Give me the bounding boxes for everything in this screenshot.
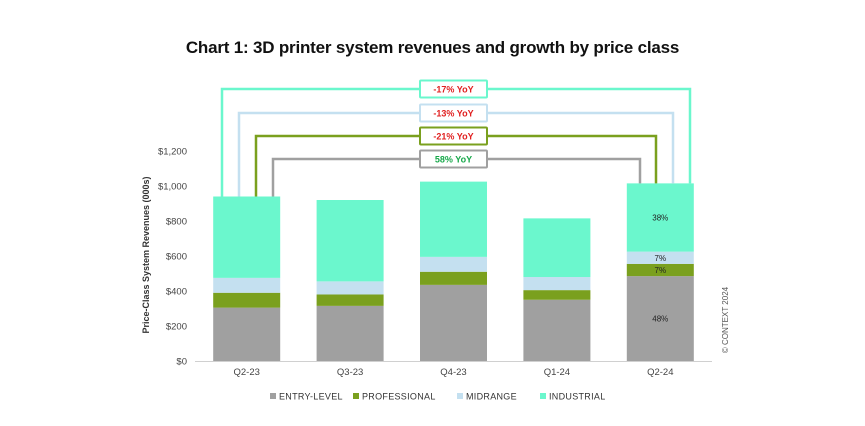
copyright-notice: © CONTEXT 2024 bbox=[721, 286, 730, 353]
bar-segment-industrial bbox=[213, 196, 281, 278]
x-tick-label: Q3-23 bbox=[337, 367, 363, 378]
y-tick-label: $1,000 bbox=[158, 182, 187, 193]
legend-label: ENTRY-LEVEL bbox=[279, 392, 343, 402]
bar-segment-professional bbox=[316, 294, 384, 306]
segment-label: 7% bbox=[655, 254, 667, 263]
yoy-box bbox=[419, 103, 488, 123]
x-tick-label: Q2-24 bbox=[647, 367, 673, 378]
bar-segment-industrial bbox=[420, 181, 487, 257]
y-tick-label: $800 bbox=[166, 217, 187, 228]
bar-segment-professional bbox=[213, 292, 281, 308]
bar-segment-industrial bbox=[626, 183, 694, 252]
legend-swatch bbox=[270, 393, 276, 399]
y-tick-label: $400 bbox=[166, 287, 187, 298]
bar-segment-professional bbox=[420, 271, 487, 285]
y-tick-label: $1,200 bbox=[158, 147, 187, 158]
x-tick-label: Q2-23 bbox=[233, 367, 259, 378]
yoy-box bbox=[419, 126, 488, 146]
x-tick-label: Q4-23 bbox=[440, 367, 466, 378]
yoy-label: 58% YoY bbox=[435, 155, 472, 165]
chart-title: Chart 1: 3D printer system revenues and … bbox=[185, 38, 680, 57]
legend-label: MIDRANGE bbox=[466, 392, 517, 402]
y-axis-label: Price-Class System Revenues (000s) bbox=[141, 176, 151, 333]
bar-segment-entry-level bbox=[213, 307, 281, 361]
yoy-label: -17% YoY bbox=[433, 85, 473, 95]
yoy-annotations: -17% YoY -13% YoY -21% YoY 58% YoY bbox=[220, 79, 692, 197]
y-axis: $0 $200 $400 $600 $800 $1,000 $1,200 bbox=[158, 147, 187, 368]
bar-segment-professional bbox=[626, 263, 694, 277]
legend: ENTRY-LEVEL PROFESSIONAL MIDRANGE INDUSTRIA… bbox=[270, 392, 606, 402]
y-tick-label: $0 bbox=[176, 357, 187, 368]
legend-label: INDUSTRIAL bbox=[549, 392, 606, 402]
legend-swatch bbox=[540, 393, 546, 399]
bar-segment-industrial bbox=[523, 218, 591, 277]
legend-swatch bbox=[353, 393, 359, 399]
yoy-label: -21% YoY bbox=[433, 132, 473, 142]
segment-label: 38% bbox=[652, 214, 668, 223]
segment-label: 7% bbox=[655, 266, 667, 275]
y-tick-label: $200 bbox=[166, 322, 187, 333]
legend-swatch bbox=[457, 393, 463, 399]
x-axis: Q2-23 Q3-23 Q4-23 Q1-24 Q2-24 bbox=[195, 361, 712, 378]
legend-label: PROFESSIONAL bbox=[362, 392, 436, 402]
bar-segment-industrial bbox=[316, 200, 384, 282]
yoy-box bbox=[419, 149, 488, 169]
y-tick-label: $600 bbox=[166, 252, 187, 263]
bars: 48% 7% 7% 38% bbox=[213, 181, 694, 361]
bar-segment-professional bbox=[523, 290, 591, 300]
yoy-box bbox=[419, 79, 488, 99]
bar-segment-midrange bbox=[213, 277, 281, 293]
bar-segment-entry-level bbox=[523, 299, 591, 361]
bar-segment-entry-level bbox=[316, 305, 384, 361]
x-tick-label: Q1-24 bbox=[544, 367, 570, 378]
segment-label: 48% bbox=[652, 315, 668, 324]
bar-segment-midrange bbox=[420, 256, 487, 272]
bar-segment-midrange bbox=[523, 277, 591, 291]
bar-segment-entry-level bbox=[420, 284, 487, 361]
bar-segment-entry-level bbox=[626, 276, 694, 361]
bar-segment-midrange bbox=[316, 281, 384, 295]
yoy-label: -13% YoY bbox=[433, 109, 473, 119]
bar-segment-midrange bbox=[626, 251, 694, 264]
